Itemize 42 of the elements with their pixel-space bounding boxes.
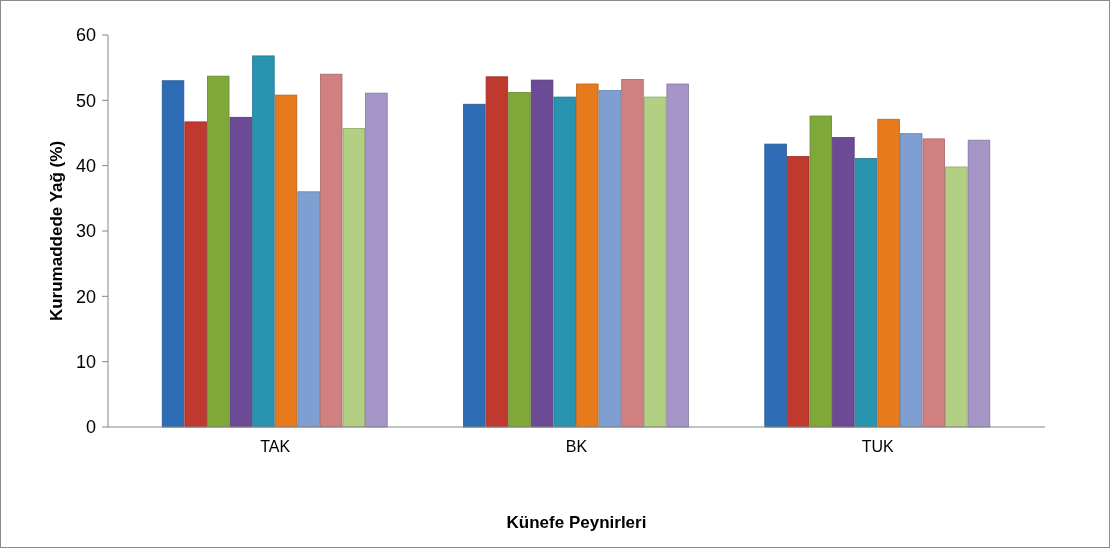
bar [161,80,185,428]
x-tick-label: BK [565,438,588,455]
bar [809,115,832,428]
bar [899,133,923,428]
bar [274,94,298,428]
x-axis-title: Künefe Peynirleri [506,513,647,532]
bar [252,55,275,428]
bar [598,90,622,428]
bar [342,128,365,428]
x-tick-label: TAK [260,438,291,455]
bar [184,121,207,428]
y-tick-label: 60 [75,25,96,46]
bar [297,191,320,428]
bar [365,92,388,428]
bar [877,118,900,428]
bar [207,75,230,428]
bar [666,83,689,428]
y-tick-label: 20 [75,286,96,307]
bar [967,139,991,428]
y-tick-label: 40 [75,155,96,176]
y-axis-title: Kurumaddede Yağ (%) [47,140,66,322]
y-tick-label: 30 [75,221,96,242]
bar [576,83,599,428]
y-tick-label: 0 [85,417,96,438]
bar [463,103,486,428]
x-tick-label: TUK [861,438,895,455]
bar [764,143,787,428]
bar [485,76,509,428]
bar [229,116,253,428]
bar [508,92,531,428]
bar [643,96,667,428]
bar [922,138,945,428]
bar [621,79,644,428]
bar [530,79,554,428]
bar [945,166,968,428]
bar [832,137,855,428]
bar [787,156,810,428]
bar [854,158,878,428]
y-tick-label: 10 [75,351,96,372]
bar [553,96,576,428]
y-tick-label: 50 [75,90,96,111]
bar [320,73,343,428]
